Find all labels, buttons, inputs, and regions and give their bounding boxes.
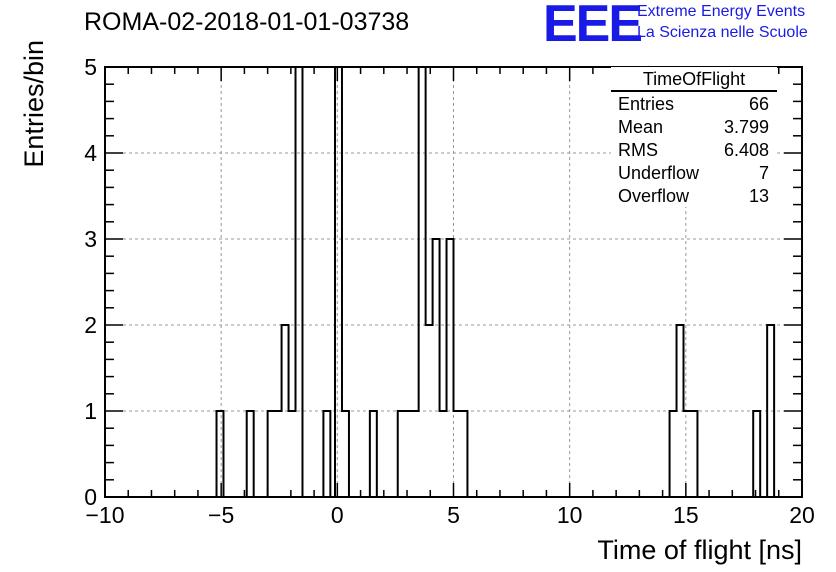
histogram-bin-1 (247, 411, 254, 497)
histogram-bin-11 (398, 411, 405, 497)
histogram-bin-13 (412, 411, 419, 497)
histogram-bin-5 (289, 411, 296, 497)
stats-value-mean: 3.799 (724, 117, 769, 137)
histogram-outline (215, 66, 776, 497)
histogram-bin-21 (670, 411, 677, 497)
y-tick-label-0: 0 (84, 484, 97, 510)
axis-ticks (104, 66, 803, 498)
histogram-bin-8 (335, 67, 342, 497)
histogram-bin-18 (447, 239, 454, 497)
logo-line-2: La Scienza nelle Scuole (637, 24, 808, 41)
x-tick-label-2: 0 (331, 502, 344, 528)
y-tick-label-4: 4 (84, 140, 97, 166)
y-tick-label-2: 2 (84, 312, 97, 338)
histogram-bin-10 (370, 411, 377, 497)
stats-title: TimeOfFlight (643, 69, 745, 89)
histogram-bin-6 (296, 67, 303, 497)
stats-label-entries: Entries (618, 94, 674, 114)
x-axis-label: Time of flight [ns] (597, 535, 802, 565)
histogram-bin-3 (275, 411, 282, 497)
x-tick-label-3: 5 (447, 502, 460, 528)
histogram-bin-23 (684, 411, 691, 497)
stats-box: TimeOfFlight Entries 66 Mean 3.799 RMS 6.408 U… (611, 67, 777, 207)
histogram-bin-12 (405, 411, 412, 497)
histogram-bin-25 (753, 411, 760, 497)
x-tick-label-4: 10 (557, 502, 583, 528)
logo-line-1: Extreme Energy Events (637, 3, 806, 20)
y-tick-label-3: 3 (84, 226, 97, 252)
histogram-bin-14 (419, 67, 426, 497)
x-tick-label-5: 15 (673, 502, 699, 528)
y-tick-label-5: 5 (84, 54, 97, 80)
histogram-bin-16 (433, 239, 440, 497)
histogram-bin-24 (690, 411, 697, 497)
histogram-bin-2 (268, 411, 275, 497)
stats-value-overflow: 13 (749, 186, 769, 206)
y-tick-label-1: 1 (84, 398, 97, 424)
stats-rows: Entries 66 Mean 3.799 RMS 6.408 Underflow 7 Over… (618, 94, 769, 206)
stats-label-rms: RMS (618, 140, 658, 160)
histogram-bin-20 (460, 411, 467, 497)
eee-logo: EEE (543, 0, 643, 53)
x-tick-label-1: −5 (208, 502, 234, 528)
stats-value-entries: 66 (749, 94, 769, 114)
stats-label-mean: Mean (618, 117, 663, 137)
y-axis-label: Entries/bin (19, 40, 49, 168)
histogram-bin-17 (440, 411, 447, 497)
x-tick-label-0: −10 (85, 502, 124, 528)
histogram-bin-9 (342, 411, 349, 497)
chart-title: ROMA-02-2018-01-01-03738 (84, 8, 410, 36)
histogram-bin-7 (323, 411, 330, 497)
stats-label-underflow: Underflow (618, 163, 700, 183)
histogram-bin-19 (454, 411, 461, 497)
stats-value-underflow: 7 (759, 163, 769, 183)
x-tick-label-6: 20 (789, 502, 815, 528)
histogram-bin-0 (217, 411, 224, 497)
tick-labels: −10 −5 0 5 10 15 20 0 1 2 3 4 5 (84, 54, 815, 528)
stats-value-rms: 6.408 (724, 140, 769, 160)
stats-label-overflow: Overflow (618, 186, 690, 206)
